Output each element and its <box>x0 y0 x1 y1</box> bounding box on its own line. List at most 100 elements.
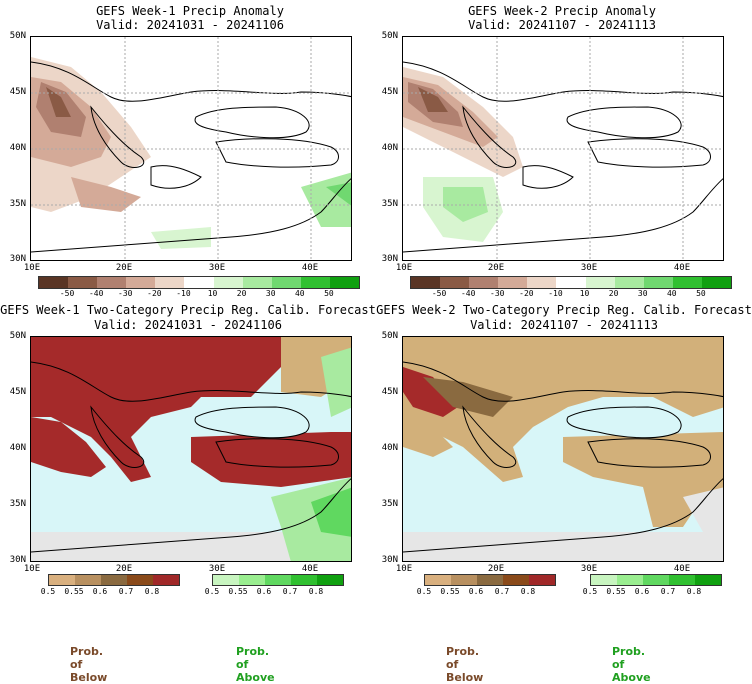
lon-label: 30E <box>580 564 598 574</box>
colorbar-tick-label: 50 <box>324 289 334 298</box>
lat-label: 40N <box>9 443 26 453</box>
colorbar-swatch <box>451 575 477 585</box>
panel-valid-dates: Valid: 20241107 - 20241113 <box>470 318 658 332</box>
prob-below-colorbar <box>424 574 556 586</box>
colorbar-swatch <box>617 575 643 585</box>
colorbar-swatch <box>265 575 291 585</box>
colorbar-swatch <box>556 277 586 288</box>
colorbar-tick-label: 0.7 <box>660 587 676 596</box>
colorbar-tick-label: 0.55 <box>228 587 248 596</box>
colorbar-swatch <box>672 277 702 288</box>
colorbar-tick-label: 40 <box>294 289 305 298</box>
colorbar-swatch <box>155 277 185 288</box>
prob-below-colorbar <box>48 574 180 586</box>
colorbar-tick-label: 30 <box>265 289 276 298</box>
colorbar-swatch <box>213 575 239 585</box>
colorbar-tick-label: 0.55 <box>440 587 460 596</box>
colorbar-swatch <box>291 575 317 585</box>
colorbar-swatch <box>591 575 617 585</box>
panel-title: GEFS Week-1 Two-Category Precip Reg. Cal… <box>0 303 376 317</box>
colorbar-swatch <box>49 575 75 585</box>
lat-label: 45N <box>381 387 398 397</box>
colorbar-swatch <box>153 575 179 585</box>
colorbar-swatch <box>101 575 127 585</box>
colorbar-tick-label: -10 <box>548 289 563 298</box>
colorbar-swatch <box>97 277 127 288</box>
colorbar-swatch <box>527 277 557 288</box>
anomaly-map-graphic <box>31 37 351 260</box>
panel-valid-dates: Valid: 20241107 - 20241113 <box>468 18 656 32</box>
prob-above-colorbar <box>212 574 344 586</box>
lat-label: 50N <box>9 331 26 341</box>
lat-label: 50N <box>381 31 398 41</box>
lat-label: 30N <box>381 254 398 264</box>
lat-label: 30N <box>381 555 398 565</box>
colorbar-swatch <box>271 277 301 288</box>
lat-label: 35N <box>9 499 26 509</box>
lon-label: 30E <box>580 263 598 273</box>
colorbar-tick-label: 0.7 <box>118 587 134 596</box>
colorbar-swatch <box>242 277 272 288</box>
colorbar-tick-label: 20 <box>608 289 619 298</box>
anomaly-colorbar <box>410 276 732 289</box>
colorbar-tick-label: -20 <box>147 289 162 298</box>
colorbar-swatch <box>529 575 555 585</box>
lat-label: 30N <box>9 254 26 264</box>
colorbar-tick-label: 40 <box>666 289 677 298</box>
colorbar-swatch <box>440 277 470 288</box>
colorbar-swatch <box>585 277 615 288</box>
lat-label: 40N <box>9 143 26 153</box>
colorbar-swatch <box>498 277 528 288</box>
colorbar-tick-label: 50 <box>696 289 706 298</box>
colorbar-tick-label: 0.5 <box>416 587 432 596</box>
colorbar-tick-label: 0.8 <box>144 587 160 596</box>
panel-title: GEFS Week-2 Precip Anomaly <box>468 4 656 18</box>
colorbar-swatch <box>469 277 499 288</box>
colorbar-swatch <box>503 575 529 585</box>
colorbar-swatch <box>126 277 156 288</box>
lon-label: 20E <box>115 564 133 574</box>
map-week2-two-category <box>402 336 724 562</box>
lon-label: 10E <box>23 263 41 273</box>
lat-label: 50N <box>9 31 26 41</box>
colorbar-tick-label: -20 <box>519 289 534 298</box>
panel-title: GEFS Week-1 Precip Anomaly <box>96 4 284 18</box>
map-week2-anomaly <box>402 36 724 261</box>
prob-below-caption: Prob. of Below <box>446 645 484 684</box>
colorbar-swatch <box>239 575 265 585</box>
lon-label: 30E <box>208 263 226 273</box>
colorbar-tick-label: 0.55 <box>606 587 626 596</box>
colorbar-tick-label: 20 <box>236 289 247 298</box>
panel-title: GEFS Week-2 Two-Category Precip Reg. Cal… <box>376 303 752 317</box>
colorbar-tick-label: 0.5 <box>204 587 220 596</box>
lon-label: 40E <box>673 564 691 574</box>
colorbar-tick-label: -50 <box>431 289 447 298</box>
anomaly-colorbar <box>38 276 360 289</box>
colorbar-swatch <box>127 575 153 585</box>
panel-valid-dates: Valid: 20241031 - 20241106 <box>96 18 284 32</box>
lon-label: 40E <box>673 263 691 273</box>
prob-above-caption: Prob. of Above <box>612 645 651 684</box>
colorbar-swatch <box>425 575 451 585</box>
probability-map-graphic <box>31 337 351 561</box>
colorbar-swatch <box>329 277 360 288</box>
colorbar-tick-label: 0.6 <box>256 587 272 596</box>
colorbar-swatch <box>695 575 721 585</box>
colorbar-tick-label: 0.6 <box>468 587 484 596</box>
lat-label: 35N <box>381 199 398 209</box>
map-week1-two-category <box>30 336 352 562</box>
colorbar-tick-label: 30 <box>637 289 648 298</box>
colorbar-tick-label: 0.5 <box>40 587 56 596</box>
colorbar-swatch <box>614 277 644 288</box>
colorbar-tick-label: 10 <box>579 289 590 298</box>
colorbar-swatch <box>213 277 243 288</box>
map-week1-anomaly <box>30 36 352 261</box>
colorbar-tick-label: -30 <box>118 289 133 298</box>
colorbar-swatch <box>75 575 101 585</box>
colorbar-tick-label: -30 <box>490 289 505 298</box>
lon-label: 40E <box>301 564 319 574</box>
colorbar-swatch <box>477 575 503 585</box>
lon-label: 20E <box>115 263 133 273</box>
colorbar-tick-label: 0.8 <box>520 587 536 596</box>
colorbar-tick-label: 0.8 <box>308 587 324 596</box>
